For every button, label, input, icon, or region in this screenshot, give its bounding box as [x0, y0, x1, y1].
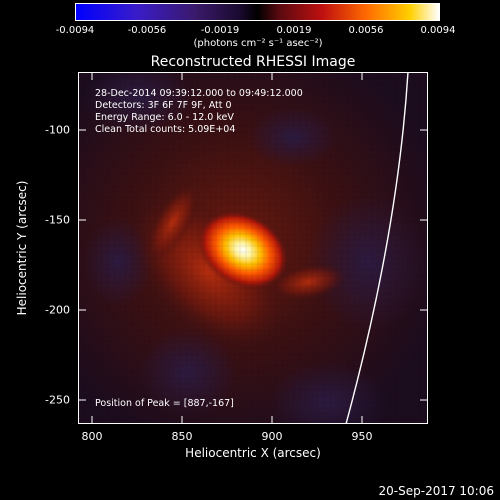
energy-range: Energy Range: 6.0 - 12.0 keV: [95, 112, 234, 123]
colorbar-tick: -0.0019: [200, 25, 240, 36]
x-tick-label: 850: [171, 430, 193, 443]
colorbar-tick: 0.0019: [276, 25, 312, 36]
y-tick-label: -150: [45, 213, 70, 227]
y-axis-label: Heliocentric Y (arcsec): [15, 180, 29, 316]
clean-total-counts: Clean Total counts: 5.09E+04: [95, 124, 236, 135]
chart-title: Reconstructed RHESSI Image: [150, 54, 356, 70]
x-tick-label: 900: [261, 430, 283, 443]
colorbar: [75, 3, 440, 21]
heatmap-plot: [78, 72, 428, 424]
observation-time: 28-Dec-2014 09:39:12.000 to 09:49:12.000: [95, 88, 303, 99]
y-tick-label: -250: [45, 393, 70, 407]
x-tick-label: 950: [351, 430, 373, 443]
timestamp-footer: 20-Sep-2017 10:06: [378, 484, 494, 498]
colorbar-units: (photons cm⁻² s⁻¹ asec⁻²): [193, 38, 323, 49]
colorbar-tick: 0.0056: [348, 25, 384, 36]
colorbar-tick: 0.0094: [420, 25, 456, 36]
detectors-info: Detectors: 3F 6F 7F 9F, Att 0: [95, 100, 232, 111]
x-axis-label: Heliocentric X (arcsec): [185, 446, 321, 460]
y-tick-label: -100: [45, 123, 70, 137]
x-tick-label: 800: [81, 430, 103, 443]
y-tick-label: -200: [45, 303, 70, 317]
colorbar-tick: -0.0056: [127, 25, 167, 36]
peak-position: Position of Peak = [887,-167]: [95, 398, 234, 409]
colorbar-tick: -0.0094: [55, 25, 95, 36]
